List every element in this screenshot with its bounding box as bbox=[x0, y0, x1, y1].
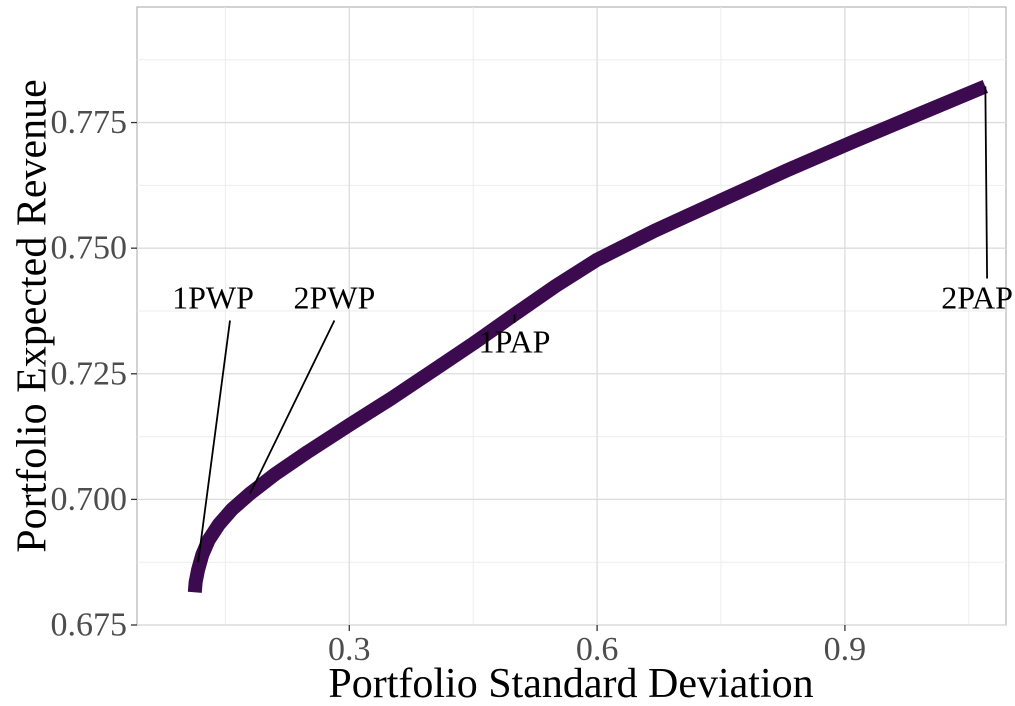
annotation-label: 2PWP bbox=[294, 279, 376, 315]
y-tick-label: 0.750 bbox=[51, 230, 128, 267]
x-axis-title: Portfolio Standard Deviation bbox=[328, 661, 813, 706]
y-tick-label: 0.725 bbox=[51, 355, 128, 392]
frontier-line bbox=[187, 79, 989, 593]
y-axis-tick-labels: 0.675 0.700 0.725 0.750 0.775 bbox=[51, 104, 128, 643]
y-tick-label: 0.675 bbox=[51, 607, 128, 644]
annotation-leader-line bbox=[984, 86, 988, 279]
annotation-label: 2PAP bbox=[941, 279, 1013, 315]
axis-ticks bbox=[131, 121, 846, 631]
series-layer bbox=[187, 79, 989, 593]
annotation-leader-line bbox=[249, 320, 336, 494]
y-tick-label: 0.700 bbox=[51, 481, 128, 518]
annotation-label: 1PWP bbox=[172, 279, 254, 315]
annotation-leader-line bbox=[197, 320, 231, 563]
minor-gridlines bbox=[137, 7, 1006, 625]
annotation-layer: 1PWP 2PWP 1PAP 2PAP bbox=[172, 86, 1013, 563]
x-tick-label: 0.3 bbox=[328, 631, 371, 668]
x-axis-tick-labels: 0.3 0.6 0.9 bbox=[328, 631, 866, 668]
major-gridlines bbox=[137, 7, 1006, 626]
annotation-label: 1PAP bbox=[479, 324, 551, 360]
y-tick-label: 0.775 bbox=[51, 104, 128, 141]
plot-panel bbox=[136, 6, 1007, 626]
x-tick-label: 0.6 bbox=[576, 631, 619, 668]
y-axis-title: Portfolio Expected Revenue bbox=[10, 79, 56, 553]
x-tick-label: 0.9 bbox=[824, 631, 867, 668]
